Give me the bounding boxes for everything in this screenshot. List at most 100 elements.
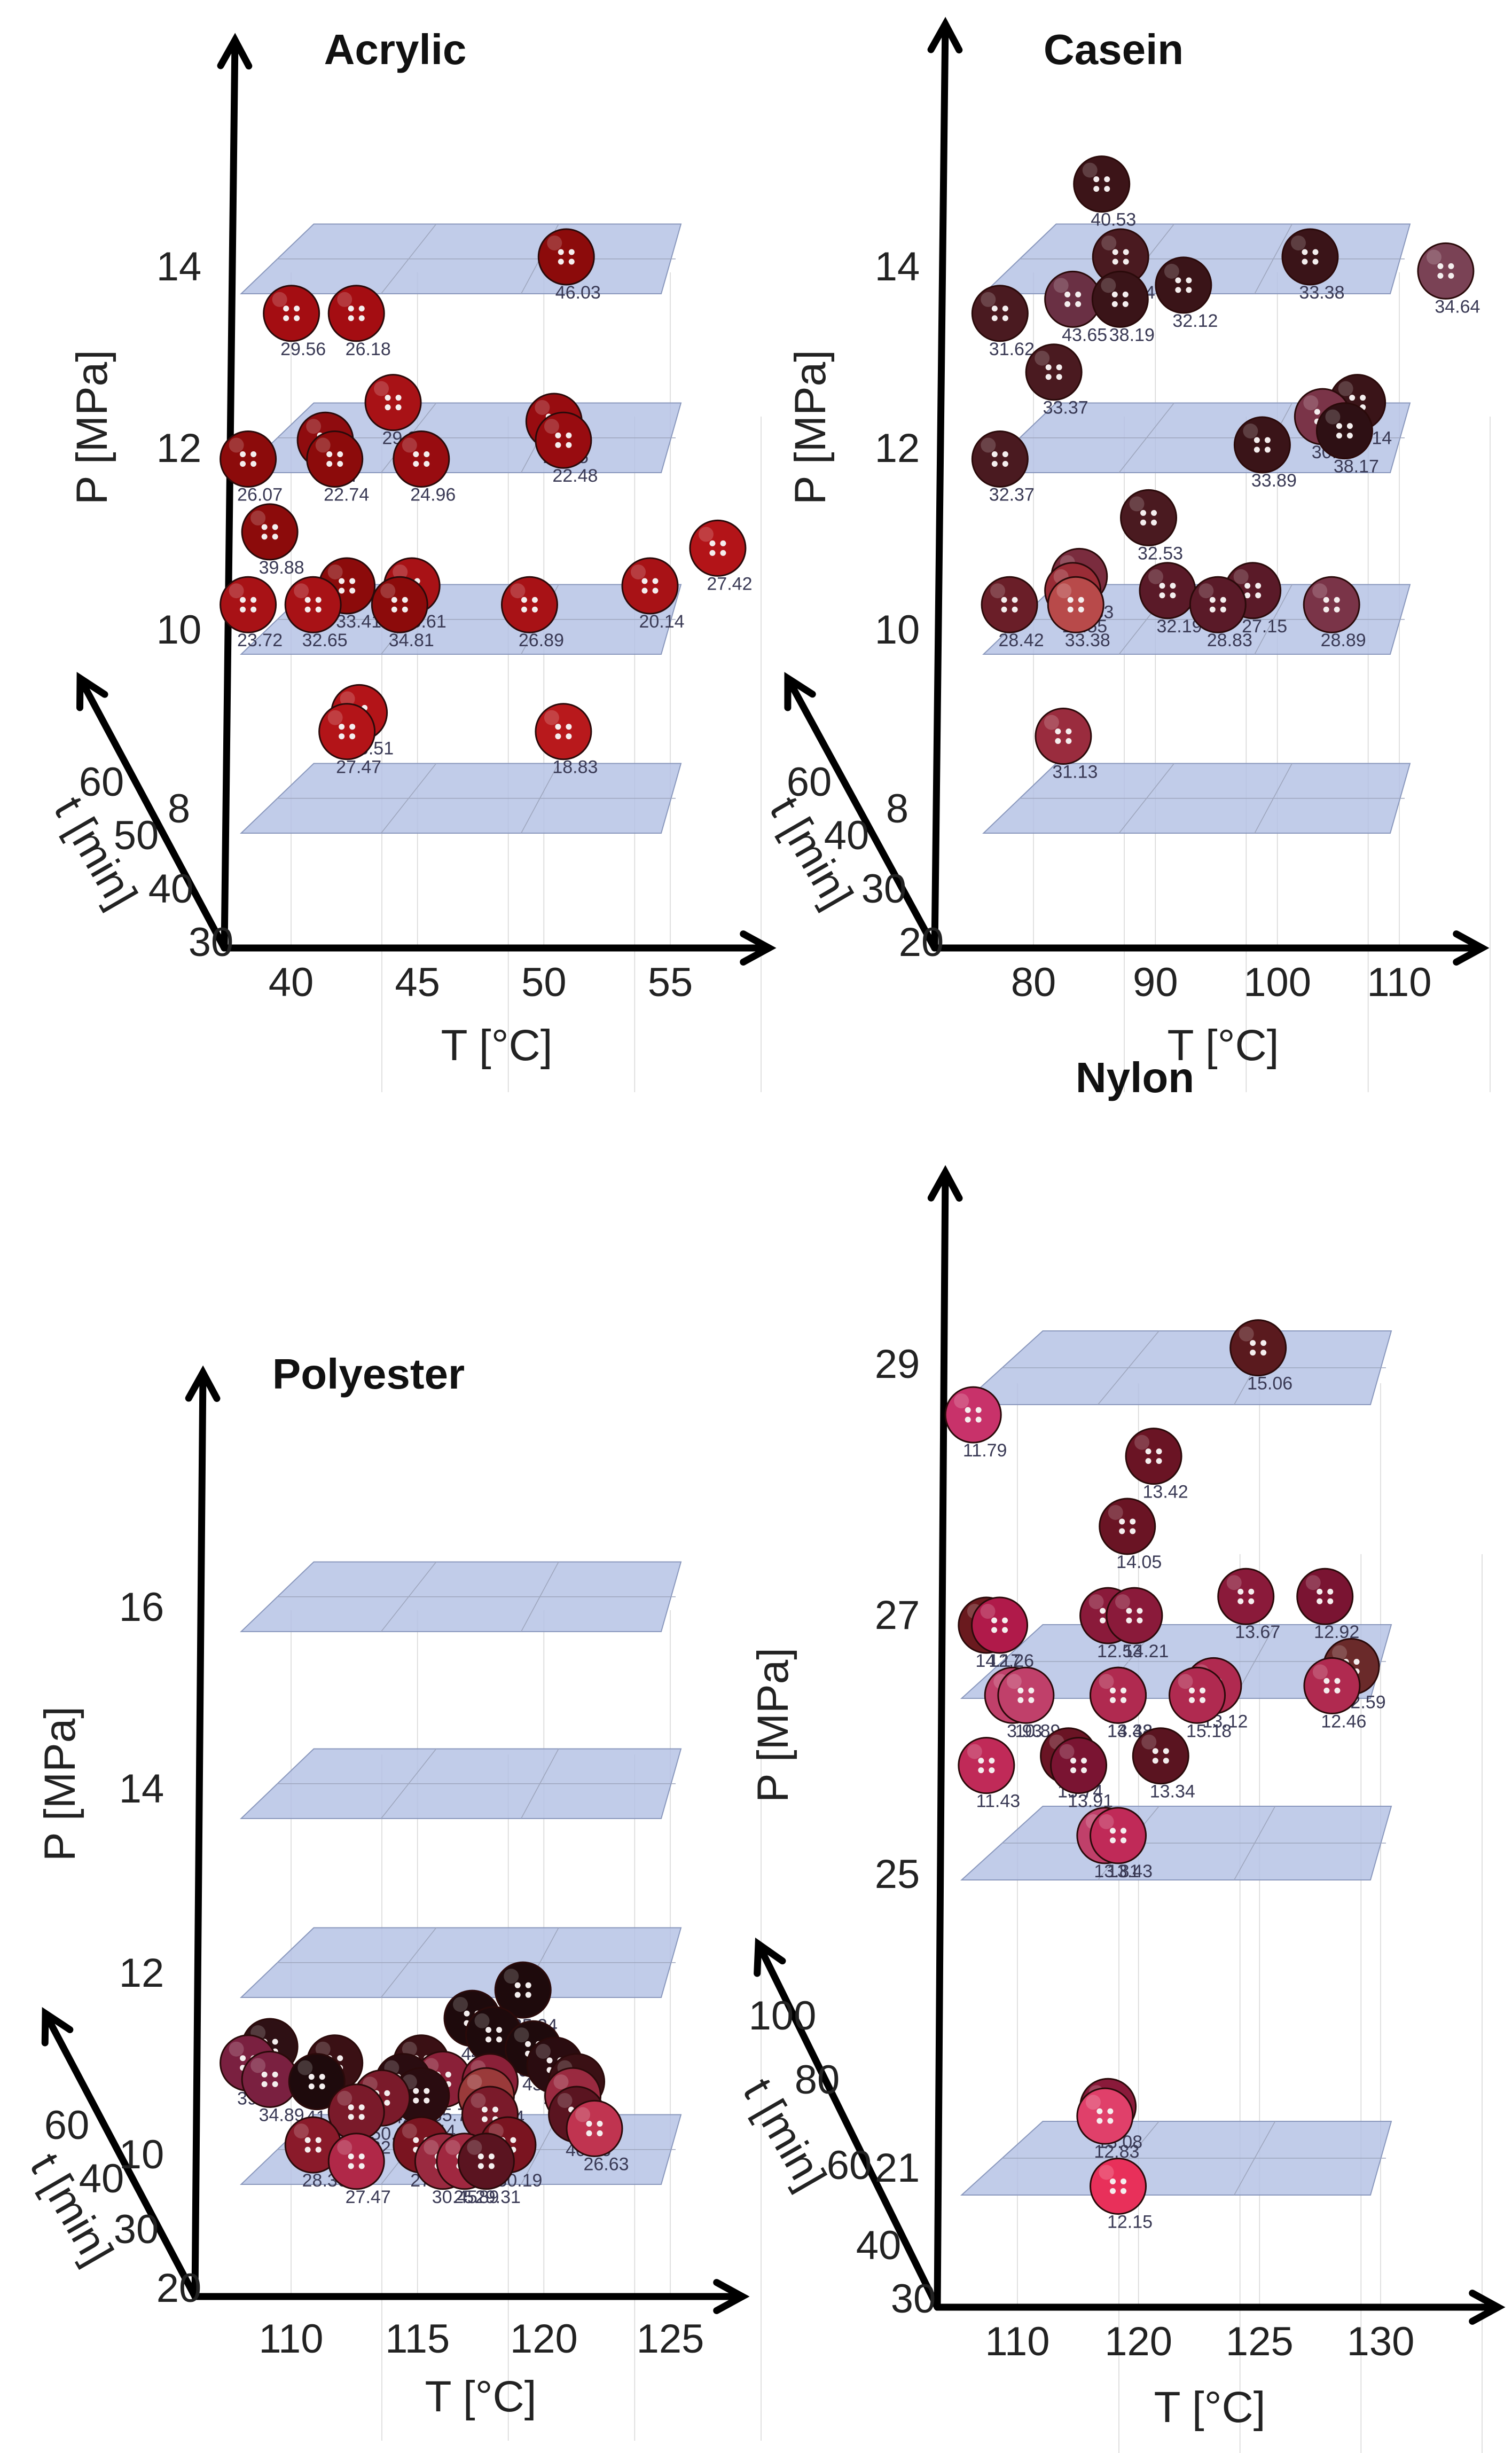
- button-hole: [514, 1982, 521, 1988]
- x-tick-label: 50: [521, 960, 567, 1005]
- time-axis-arrow: [754, 1937, 941, 2311]
- data-value-label: 22.74: [324, 485, 369, 505]
- x-tick-label: 130: [1347, 2319, 1415, 2364]
- x-axis-label: T [°C]: [1154, 2383, 1266, 2432]
- z-tick-label: 60: [44, 2103, 90, 2148]
- y-axis-label: P [MPa]: [786, 350, 835, 505]
- button-hole: [1152, 1748, 1158, 1754]
- button-hole: [1066, 728, 1072, 735]
- button-hole: [339, 578, 345, 584]
- button-hole: [586, 2120, 592, 2127]
- data-point: 29.56: [263, 285, 326, 359]
- button-hole: [1156, 1448, 1162, 1455]
- button-hole: [1096, 2118, 1103, 2124]
- button-marker: [327, 285, 385, 342]
- p-axis-arrow: [185, 1365, 221, 2300]
- button-highlight: [631, 564, 646, 579]
- button-hole: [1100, 1617, 1106, 1624]
- y-axis-label: P [MPa]: [36, 1706, 84, 1861]
- button-hole: [1002, 1617, 1008, 1624]
- button-hole: [1255, 592, 1262, 599]
- button-highlight: [1056, 583, 1072, 599]
- button-hole: [348, 2163, 354, 2169]
- button-marker: [1303, 576, 1360, 633]
- data-value-label: 38.19: [1109, 325, 1155, 345]
- button-hole: [531, 606, 538, 613]
- button-highlight: [1198, 583, 1214, 599]
- data-value-label: 13.42: [1143, 1482, 1188, 1502]
- button-marker: [306, 430, 364, 488]
- button-hole: [384, 2090, 390, 2096]
- button-hole: [1119, 1518, 1125, 1525]
- button-hole: [1145, 1458, 1151, 1464]
- button-highlight: [445, 2139, 460, 2155]
- p-axis-arrow: [927, 17, 963, 952]
- button-hole: [641, 587, 648, 594]
- button-hole: [586, 2130, 592, 2136]
- data-point: 24.96: [393, 430, 456, 505]
- button-hole: [1312, 258, 1319, 265]
- button-hole: [1163, 1748, 1169, 1754]
- button-marker: [318, 703, 376, 761]
- button-hole: [1122, 291, 1129, 297]
- button-marker: [1132, 1727, 1189, 1785]
- button-hole: [1360, 395, 1366, 401]
- button-hole: [1121, 1837, 1127, 1844]
- data-value-label: 28.89: [1321, 630, 1366, 651]
- data-point: 27.47: [318, 703, 381, 778]
- button-hole: [1001, 606, 1007, 613]
- x-tick-label: 125: [1226, 2319, 1294, 2364]
- data-point: 22.74: [306, 430, 369, 505]
- button-hole: [315, 2137, 322, 2143]
- x-tick-label: 120: [510, 2316, 578, 2362]
- x-axis-label: T [°C]: [425, 2372, 537, 2421]
- button-hole: [1012, 597, 1018, 603]
- button-highlight: [1141, 1734, 1157, 1750]
- z-tick-label: 30: [114, 2207, 159, 2252]
- button-hole: [1112, 258, 1118, 265]
- button-hole: [315, 606, 322, 613]
- button-hole: [385, 404, 391, 411]
- button-hole: [349, 724, 356, 730]
- button-hole: [597, 2120, 603, 2127]
- button-hole: [1093, 176, 1100, 183]
- data-value-label: 13.81: [1094, 1861, 1139, 1882]
- button-hole: [348, 315, 354, 322]
- button-hole: [568, 258, 575, 265]
- button-hole: [261, 534, 268, 540]
- button-hole: [272, 2039, 278, 2045]
- button-marker: [621, 557, 679, 615]
- button-marker: [1120, 489, 1178, 546]
- button-hole: [1056, 374, 1062, 380]
- button-hole: [1336, 433, 1342, 439]
- button-hole: [1126, 1617, 1132, 1624]
- time-axis-arrow: [784, 672, 938, 952]
- data-point: 26.18: [327, 285, 391, 359]
- button-highlight: [424, 2139, 439, 2155]
- data-point: 43.65: [1044, 270, 1107, 345]
- data-point: 27.42: [689, 519, 752, 594]
- button-hole: [965, 1416, 971, 1423]
- button-hole: [1112, 249, 1118, 255]
- button-hole: [1151, 510, 1157, 516]
- button-hole: [348, 305, 354, 312]
- button-hole: [1186, 277, 1192, 284]
- time-axis-arrow: [41, 2007, 199, 2300]
- button-hole: [709, 550, 716, 556]
- button-hole: [1336, 423, 1342, 429]
- button-hole: [1100, 1608, 1106, 1614]
- button-hole: [1121, 1687, 1127, 1694]
- x-tick-label: 125: [637, 2316, 704, 2362]
- y-tick-label: 12: [156, 426, 202, 471]
- button-highlight: [1134, 1435, 1150, 1450]
- data-value-label: 26.18: [346, 339, 391, 359]
- button-highlight: [393, 564, 408, 579]
- x-tick-label: 100: [1243, 960, 1311, 1005]
- button-marker: [220, 430, 277, 488]
- button-marker: [1229, 1319, 1287, 1377]
- data-point: 34.81: [371, 576, 434, 651]
- button-hole: [326, 451, 333, 458]
- button-hole: [304, 606, 311, 613]
- button-hole: [358, 305, 365, 312]
- button-hole: [1220, 597, 1226, 603]
